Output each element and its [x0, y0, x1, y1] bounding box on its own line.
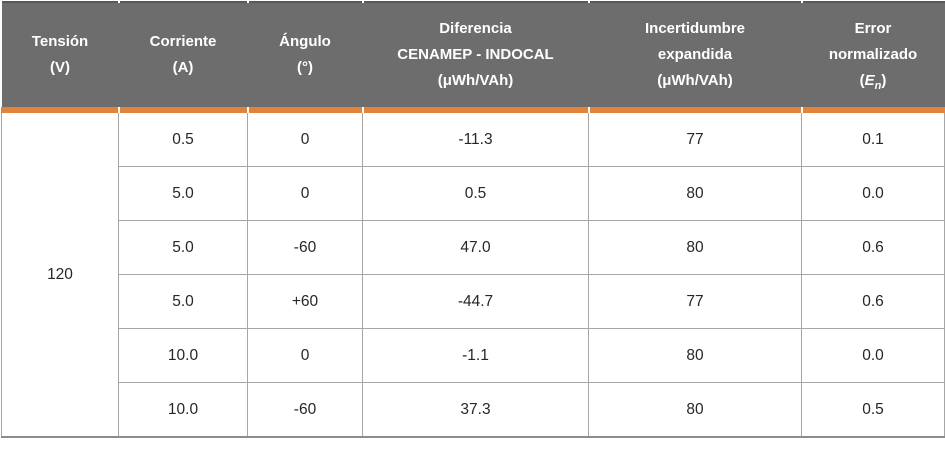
- header-line: (V): [50, 59, 70, 76]
- cell-corriente: 5.0: [118, 274, 248, 329]
- paren-close: ): [881, 72, 887, 89]
- table-row: 120 0.5 0 -11.3 77 0.1: [1, 109, 945, 438]
- table-header: Tensión (V) Corriente (A) Ángulo (°) Dif…: [1, 1, 945, 114]
- cell-incertidumbre: 80: [588, 220, 802, 275]
- cell-corriente: 10.0: [118, 382, 248, 438]
- cell-error: 0.1: [801, 109, 945, 167]
- header-line: CENAMEP - INDOCAL: [397, 46, 554, 63]
- cell-angulo: +60: [247, 274, 363, 329]
- header-line: Ángulo: [279, 33, 331, 50]
- cell-incertidumbre: 80: [588, 328, 802, 383]
- header-line: (μWh/VAh): [437, 72, 514, 89]
- cell-incertidumbre: 77: [588, 274, 802, 329]
- cell-diferencia: 47.0: [362, 220, 589, 275]
- cell-tension: 120: [1, 109, 119, 438]
- cell-angulo: 0: [247, 109, 363, 167]
- cell-error: 0.0: [801, 166, 945, 221]
- col-header-error-normalizado: Error normalizado (En): [801, 1, 945, 113]
- table-row: 5.0 -60 47.0 80 0.6: [2, 220, 945, 275]
- table-row: 5.0 +60 -44.7 77 0.6: [2, 274, 945, 329]
- cell-corriente: 5.0: [118, 166, 248, 221]
- cell-incertidumbre: 80: [588, 166, 802, 221]
- col-header-angulo: Ángulo (°): [247, 1, 364, 114]
- header-row: Tensión (V) Corriente (A) Ángulo (°) Dif…: [1, 1, 945, 114]
- cell-diferencia: -44.7: [362, 274, 589, 329]
- paren-open: (: [859, 72, 865, 89]
- table-row: 5.0 0 0.5 80 0.0: [2, 166, 945, 221]
- cell-error: 0.6: [801, 274, 945, 329]
- cell-angulo: -60: [247, 382, 363, 438]
- cell-angulo: 0: [247, 328, 363, 383]
- header-line: Error: [854, 20, 892, 37]
- cell-angulo: -60: [247, 220, 363, 275]
- header-line: (°): [297, 59, 313, 76]
- header-line: Diferencia: [439, 20, 512, 37]
- en-symbol-base: E: [864, 72, 875, 89]
- table-row: 10.0 0 -1.1 80 0.0: [2, 328, 945, 383]
- col-header-diferencia: Diferencia CENAMEP - INDOCAL (μWh/VAh): [362, 1, 590, 114]
- cell-diferencia: -11.3: [362, 109, 589, 167]
- cell-corriente: 10.0: [118, 328, 248, 383]
- cell-corriente: 5.0: [118, 220, 248, 275]
- cell-diferencia: 37.3: [362, 382, 589, 438]
- cell-diferencia: -1.1: [362, 328, 589, 383]
- header-line: Corriente: [149, 33, 217, 50]
- en-symbol-subscript: n: [874, 80, 882, 92]
- cell-error: 0.5: [801, 382, 945, 438]
- cell-error: 0.6: [801, 220, 945, 275]
- error-symbol: (En): [806, 68, 941, 94]
- cell-incertidumbre: 80: [588, 382, 802, 438]
- cell-angulo: 0: [247, 166, 363, 221]
- table-body: 120 0.5 0 -11.3 77 0.1 5.0 0 0.5 80 0.0 …: [1, 109, 945, 438]
- col-header-incertidumbre: Incertidumbre expandida (μWh/VAh): [588, 1, 803, 114]
- col-header-tension: Tensión (V): [1, 1, 120, 114]
- header-line: normalizado: [828, 46, 918, 63]
- col-header-corriente: Corriente (A): [118, 1, 249, 114]
- header-line: Incertidumbre: [644, 20, 746, 37]
- header-line: (A): [172, 59, 194, 76]
- header-line: (μWh/VAh): [657, 72, 733, 89]
- cell-error: 0.0: [801, 328, 945, 383]
- table-row: 10.0 -60 37.3 80 0.5: [2, 382, 945, 438]
- header-line: expandida: [657, 46, 733, 63]
- cell-corriente: 0.5: [118, 109, 248, 167]
- header-line: Tensión: [31, 33, 89, 50]
- comparison-table: Tensión (V) Corriente (A) Ángulo (°) Dif…: [1, 1, 945, 438]
- cell-incertidumbre: 77: [588, 109, 802, 167]
- cell-diferencia: 0.5: [362, 166, 589, 221]
